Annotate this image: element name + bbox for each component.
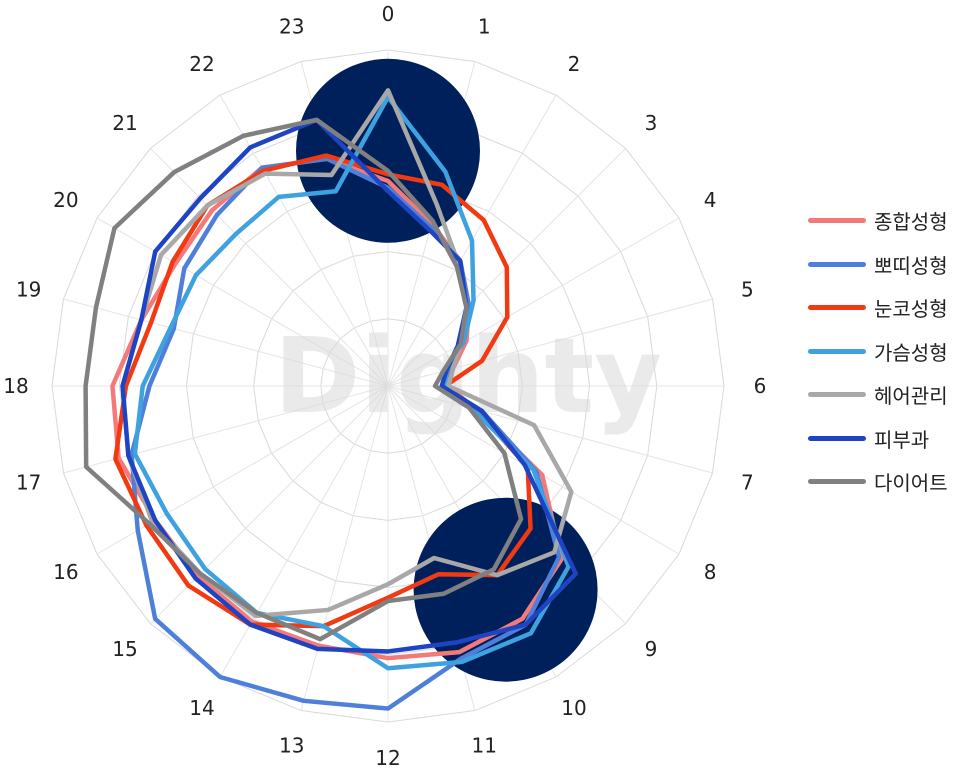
category-label: 5 (741, 278, 754, 302)
category-label: 3 (645, 111, 658, 135)
category-label: 9 (645, 637, 658, 661)
grid-spoke (150, 148, 389, 387)
category-label: 13 (279, 733, 304, 757)
category-label: 22 (189, 52, 214, 76)
category-label: 10 (561, 696, 586, 720)
legend-swatch (808, 261, 866, 267)
series-line (113, 153, 533, 629)
legend-swatch (808, 435, 866, 441)
category-label: 14 (189, 696, 214, 720)
legend-label: 헤어관리 (874, 384, 948, 409)
category-label: 16 (53, 560, 78, 584)
category-label: 11 (472, 733, 497, 757)
legend-swatch (808, 348, 866, 354)
legend-item: 가슴성형 (808, 330, 948, 374)
category-label: 4 (704, 188, 717, 212)
legend-item: 다이어트 (808, 460, 948, 504)
category-label: 18 (3, 374, 28, 398)
category-label: 7 (741, 470, 754, 494)
grid-spoke (219, 385, 389, 678)
category-label: 0 (382, 2, 395, 26)
legend-item: 헤어관리 (808, 373, 948, 417)
legend-swatch (808, 305, 866, 311)
category-label: 15 (112, 637, 137, 661)
category-label: 1 (478, 15, 491, 39)
highlight-circle (413, 497, 598, 682)
legend-swatch (808, 218, 866, 224)
category-label: 21 (112, 111, 137, 135)
category-label: 20 (53, 188, 78, 212)
category-label: 23 (279, 15, 304, 39)
legend-label: 피부과 (874, 427, 930, 452)
legend-item: 종합성형 (808, 199, 948, 243)
category-label: 6 (754, 374, 767, 398)
legend-label: 종합성형 (874, 210, 948, 235)
series-line (83, 117, 524, 642)
grid-spoke (387, 385, 713, 474)
highlight-circle (296, 58, 480, 243)
category-label: 12 (375, 746, 400, 770)
grid-spoke (219, 94, 389, 387)
grid-spoke (63, 298, 389, 387)
legend-label: 눈코성형 (874, 297, 948, 322)
legend-item: 눈코성형 (808, 286, 948, 330)
category-label: 2 (568, 52, 581, 76)
legend-swatch (808, 392, 866, 398)
series-lines (83, 88, 578, 711)
legend-item: 피부과 (808, 417, 948, 461)
legend-label: 뽀띠성형 (874, 253, 948, 278)
legend-swatch (808, 479, 866, 485)
legend-label: 다이어트 (874, 471, 948, 496)
series-line (110, 156, 564, 661)
legend-label: 가슴성형 (874, 340, 948, 365)
grid-spoke (300, 385, 389, 711)
category-label: 8 (704, 560, 717, 584)
series-line (132, 94, 571, 671)
legend-item: 뽀띠성형 (808, 243, 948, 287)
grid-spoke (387, 217, 680, 387)
category-label: 17 (16, 470, 41, 494)
grid-spoke (96, 217, 389, 387)
category-label: 19 (16, 278, 41, 302)
